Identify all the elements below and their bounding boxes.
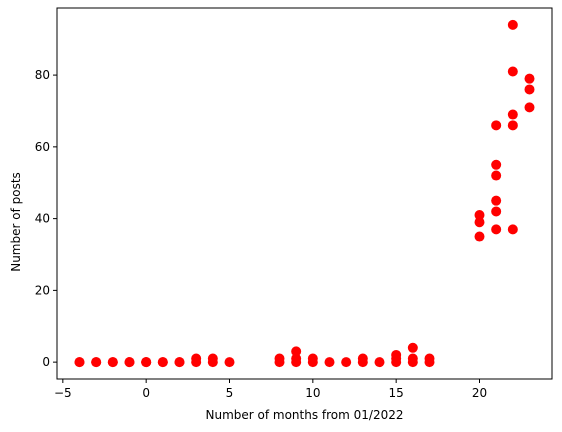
x-tick-label: 0 (142, 386, 150, 400)
data-point (191, 353, 202, 364)
data-point (107, 357, 118, 368)
x-tick-label: −5 (54, 386, 72, 400)
data-point (307, 353, 318, 364)
data-point (524, 84, 535, 95)
data-point (507, 66, 518, 77)
data-point (141, 357, 152, 368)
data-point (491, 195, 502, 206)
data-point (391, 349, 402, 360)
data-point (341, 357, 352, 368)
y-axis-label: Number of posts (9, 172, 23, 272)
data-point (491, 224, 502, 235)
data-point (491, 120, 502, 131)
data-point (74, 357, 85, 368)
plot-area-frame (56, 7, 553, 380)
data-point (207, 353, 218, 364)
data-point (174, 357, 185, 368)
y-tick-label: 0 (42, 355, 50, 369)
x-tick-label: 5 (226, 386, 234, 400)
x-axis-ticks: −5 0 5 10 15 20 (54, 379, 487, 400)
data-point (274, 353, 285, 364)
data-point (407, 353, 418, 364)
x-tick-label: 10 (305, 386, 320, 400)
data-point (524, 102, 535, 113)
data-point (157, 357, 168, 368)
data-point (224, 357, 235, 368)
data-point (474, 210, 485, 221)
data-point (491, 159, 502, 170)
data-point (374, 357, 385, 368)
x-tick-label: 15 (389, 386, 404, 400)
data-point (357, 353, 368, 364)
data-point (507, 19, 518, 30)
data-point (474, 217, 485, 228)
y-axis-ticks: 0 20 40 60 80 (35, 68, 57, 369)
data-point (524, 73, 535, 84)
data-point (291, 353, 302, 364)
data-point (124, 357, 135, 368)
data-point (507, 109, 518, 120)
data-point (324, 357, 335, 368)
data-point (424, 353, 435, 364)
x-axis-label: Number of months from 01/2022 (205, 408, 403, 422)
data-point (291, 346, 302, 357)
data-point (91, 357, 102, 368)
data-point (491, 170, 502, 181)
y-tick-label: 80 (35, 68, 50, 82)
data-point (507, 120, 518, 131)
y-tick-label: 20 (35, 283, 50, 297)
data-point (507, 224, 518, 235)
x-tick-label: 20 (472, 386, 487, 400)
data-point (491, 206, 502, 217)
y-tick-label: 40 (35, 212, 50, 226)
y-tick-label: 60 (35, 140, 50, 154)
data-points (74, 19, 535, 368)
data-point (474, 231, 485, 242)
data-point (407, 342, 418, 353)
